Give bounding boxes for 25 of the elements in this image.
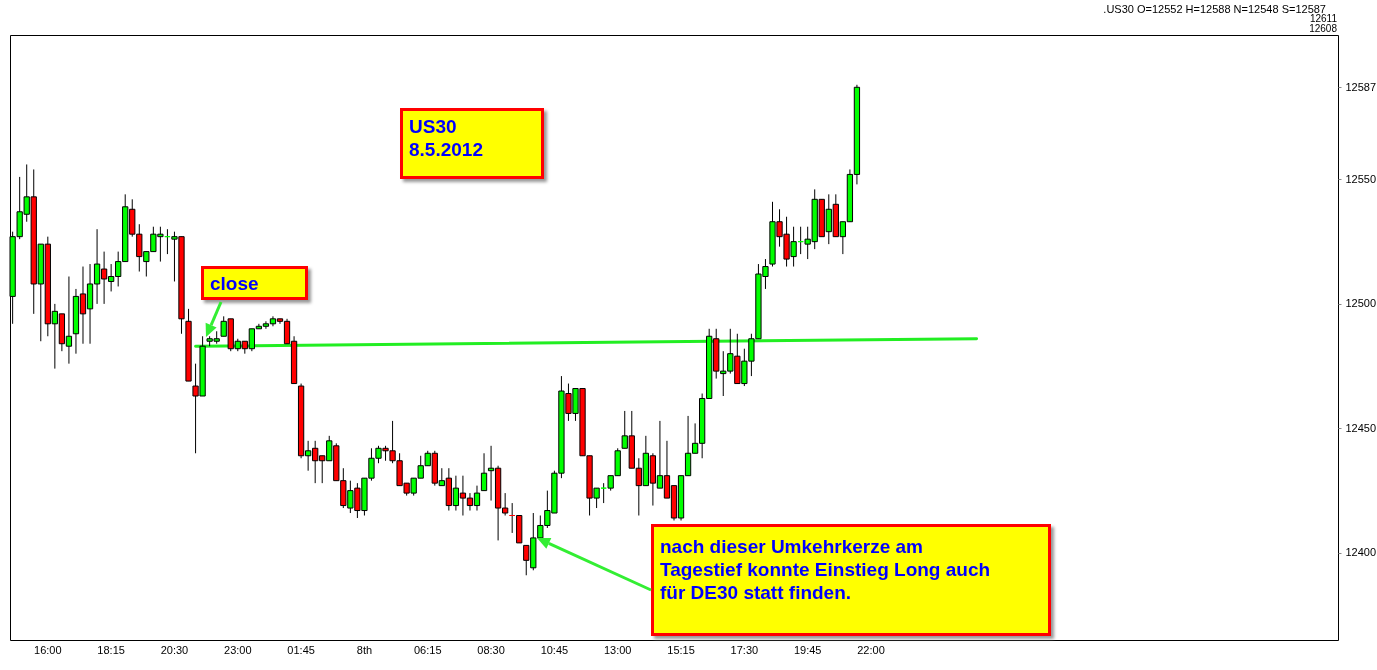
x-tick-label: 01:45 [287, 643, 315, 656]
y-tick-label: 12400 [1345, 546, 1377, 559]
x-tick-label: 16:00 [34, 643, 62, 656]
x-tick-label: 08:30 [477, 643, 505, 656]
text: US30 [409, 115, 458, 138]
text: 8.5.2012 [409, 138, 484, 161]
x-tick-label: 15:15 [667, 643, 695, 656]
x-tick-label: 22:00 [857, 643, 885, 656]
text: .US30 O=12552 H=12588 N=12548 S=12587 [1103, 3, 1326, 15]
y-tick-label: 12550 [1345, 172, 1377, 185]
x-tick-label: 18:15 [97, 643, 125, 656]
y-tick-label: 12500 [1345, 297, 1377, 310]
x-tick-label: 20:30 [160, 643, 189, 656]
candlestick [480, 452, 488, 492]
x-tick-label: 19:45 [793, 643, 822, 656]
x-tick-label: 10:45 [540, 643, 569, 656]
text: 12611 [1309, 13, 1337, 24]
x-tick-label: 06:15 [413, 643, 442, 656]
text: 12608 [1309, 23, 1337, 34]
x-tick-label: 8th [356, 643, 373, 656]
y-tick-label: 12587 [1345, 80, 1377, 93]
x-tick-label: 13:00 [603, 643, 632, 656]
y-tick-label: 12450 [1345, 421, 1377, 434]
x-tick-label: 23:00 [224, 643, 252, 656]
x-tick-label: 17:30 [730, 643, 759, 656]
